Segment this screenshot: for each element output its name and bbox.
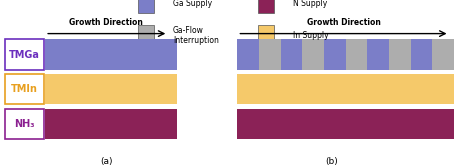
Bar	[5, 74, 44, 104]
Bar	[389, 39, 411, 70]
Bar	[237, 74, 454, 104]
Text: TMGa: TMGa	[9, 50, 40, 60]
Text: NH₃: NH₃	[14, 119, 35, 129]
Bar	[45, 109, 177, 139]
Bar	[5, 39, 44, 70]
Bar	[237, 109, 454, 139]
Bar	[45, 39, 177, 70]
Bar	[324, 39, 346, 70]
Bar	[367, 39, 389, 70]
Bar	[5, 109, 44, 139]
Bar	[302, 39, 324, 70]
Bar	[411, 39, 432, 70]
Text: Growth Direction: Growth Direction	[69, 18, 143, 27]
Text: Ga Supply: Ga Supply	[173, 0, 212, 8]
Text: N Supply: N Supply	[293, 0, 327, 8]
Text: (a): (a)	[100, 157, 112, 166]
Bar	[432, 39, 454, 70]
Bar	[259, 39, 281, 70]
Text: TMIn: TMIn	[11, 84, 38, 94]
Bar	[138, 0, 154, 13]
Bar	[281, 39, 302, 70]
Bar	[258, 25, 274, 45]
Text: (b): (b)	[325, 157, 338, 166]
Bar	[346, 39, 367, 70]
Text: In Supply: In Supply	[293, 31, 328, 40]
Bar	[45, 74, 177, 104]
Bar	[138, 25, 154, 45]
Bar	[237, 39, 259, 70]
Bar	[258, 0, 274, 13]
Text: Ga-Flow
Interruption: Ga-Flow Interruption	[173, 26, 219, 45]
Text: Growth Direction: Growth Direction	[307, 18, 380, 27]
